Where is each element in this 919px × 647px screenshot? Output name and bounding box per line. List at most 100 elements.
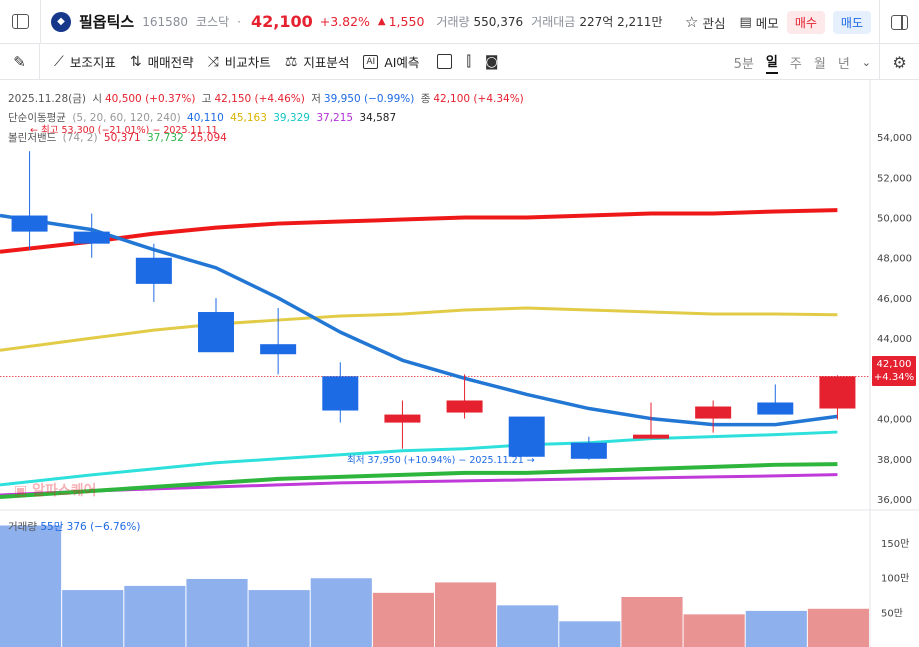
volume-label: 거래량 [436,15,470,29]
drawing-tool-button[interactable]: ✎ [0,43,40,80]
candle-body [446,400,483,413]
shuffle-icon: ⤨ [207,53,219,70]
chart-type-button[interactable]: ⫿ [466,54,470,70]
y-tick-label: 44,000 [877,334,912,345]
strategy-button[interactable]: ⇅ 매매전략 [130,52,194,71]
timeframe-5min[interactable]: 5분 [733,56,754,72]
compare-label: 비교차트 [224,55,271,70]
candle-body [633,434,669,439]
analysis-button[interactable]: ⚖ 지표분석 [285,52,350,71]
turnover-label: 거래대금 [531,15,576,29]
change-percent: +3.82% [319,14,370,29]
camera-icon: ◙ [484,53,499,70]
stock-name: 필옵틱스 [79,13,135,31]
candle-body [384,414,421,423]
legend-date: 2025.11.28(금) [8,93,86,105]
volume-bar [62,590,124,647]
volume-value: 550,376 [473,14,524,29]
turnover-value: 227억 2,211만 [579,15,663,29]
sidebar-right-icon [891,14,908,30]
sidebar-left-icon [11,14,29,29]
watermark-logo-icon: ▣ [14,483,28,499]
low-value: 39,950 (−0.99%) [323,93,415,105]
pencil-icon: ✎ [13,52,26,71]
candle-body [198,312,234,353]
timeframe-day[interactable]: 일 [765,51,778,74]
sell-button[interactable]: 매도 [832,10,871,34]
open-label: 시 [92,93,102,105]
candle-body [135,257,172,284]
chevron-down-icon[interactable]: ⌄ [861,55,871,69]
left-panel-toggle[interactable] [0,0,40,44]
ma-label: 단순이동평균 [8,112,66,124]
volume-bar [683,614,745,647]
watchlist-button[interactable]: ☆ 관심 [685,13,725,32]
indicators-label: 보조지표 [69,55,116,70]
price-axis: 54,00052,00050,00048,00046,00044,00042,0… [877,133,912,619]
market-name: 코스닥 [196,15,230,29]
current-price: 42,100 [250,12,313,31]
buy-button[interactable]: 매수 [786,10,825,34]
ma60-value: 39,329 [273,112,310,124]
volume-bar [621,597,683,647]
timeframe-month[interactable]: 월 [813,56,826,72]
ma120-value: 37,215 [316,112,354,124]
analysis-label: 지표분석 [303,55,350,70]
divider [40,0,41,44]
volume-tick-label: 50만 [881,607,903,619]
close-value: 42,100 (+4.34%) [433,93,524,105]
price-tag-value: 42,100 [876,359,912,370]
separator-dot: · [237,14,241,29]
memo-icon: ▤ [739,14,752,30]
settings-button[interactable]: ⚙ [879,44,919,80]
candle-body [11,215,48,232]
alphasquare-watermark: ▣ 알파스퀘어 [14,480,97,500]
star-icon: ☆ [685,13,699,31]
timeframe-year[interactable]: 년 [837,56,850,72]
y-tick-label: 40,000 [877,415,912,426]
ai-predict-button[interactable]: AI AI예측 [363,52,419,71]
indicator-lines [0,208,838,499]
volume-tick-label: 150만 [881,538,909,550]
timeframe-week[interactable]: 주 [789,56,802,72]
candlestick-icon: ⫿ [466,53,471,70]
change-arrow-icon: ▲ [377,16,386,27]
bb-lower-value: 25,094 [190,132,227,144]
volume-bar [310,578,372,647]
price-tag-pct: +4.34% [873,372,915,383]
indicators-button[interactable]: ⟋ 보조지표 [54,52,116,71]
low-marker: 최저 37,950 (+10.94%) − 2025.11.21 → [347,455,535,466]
candle-body [322,376,359,411]
watermark-text: 알파스퀘어 [32,483,97,499]
stock-code: 161580 [142,14,189,29]
volume-bar [559,621,621,647]
ma-params: (5, 20, 60, 120, 240) [72,112,181,124]
indicator-icon: ⟋ [54,53,64,70]
y-tick-label: 52,000 [877,173,912,184]
layout-button[interactable] [437,54,453,69]
header-actions: ☆ 관심 ▤ 메모 매수 매도 [685,0,871,44]
high-label: 고 [201,93,212,105]
right-panel-toggle[interactable] [879,0,919,44]
bb-params: (74, 2) [62,132,98,144]
volume-bar [497,605,559,647]
screenshot-button[interactable]: ◙ [485,54,499,70]
square-icon [437,54,453,69]
change-amount: 1,550 [388,14,425,29]
low-label: 저 [311,93,321,105]
high-marker: ← 최고 53,300 (−21.01%) − 2025.11.11 [30,125,218,136]
y-tick-label: 38,000 [877,455,912,466]
memo-label: 메모 [755,15,779,31]
timeframe-selector: 5분 일 주 월 년 ⌄ [734,44,871,80]
compare-button[interactable]: ⤨ 비교차트 [208,52,271,71]
memo-button[interactable]: ▤ 메모 [740,13,779,32]
price-chart[interactable]: 54,00052,00050,00048,00046,00044,00042,0… [0,80,919,647]
strategy-label: 매매전략 [147,55,194,70]
chart-toolbar: ✎ ⟋ 보조지표 ⇅ 매매전략 ⤨ 비교차트 ⚖ 지표분석 AI AI예측 ⫿ … [0,43,919,80]
candle-body [757,402,794,415]
analysis-icon: ⚖ [284,53,298,70]
bb-middle-value: 37,732 [147,132,184,144]
current-price-tag: 42,100 +4.34% [872,356,916,386]
volume-legend-label: 거래량 [8,521,37,533]
y-tick-label: 48,000 [877,254,912,265]
